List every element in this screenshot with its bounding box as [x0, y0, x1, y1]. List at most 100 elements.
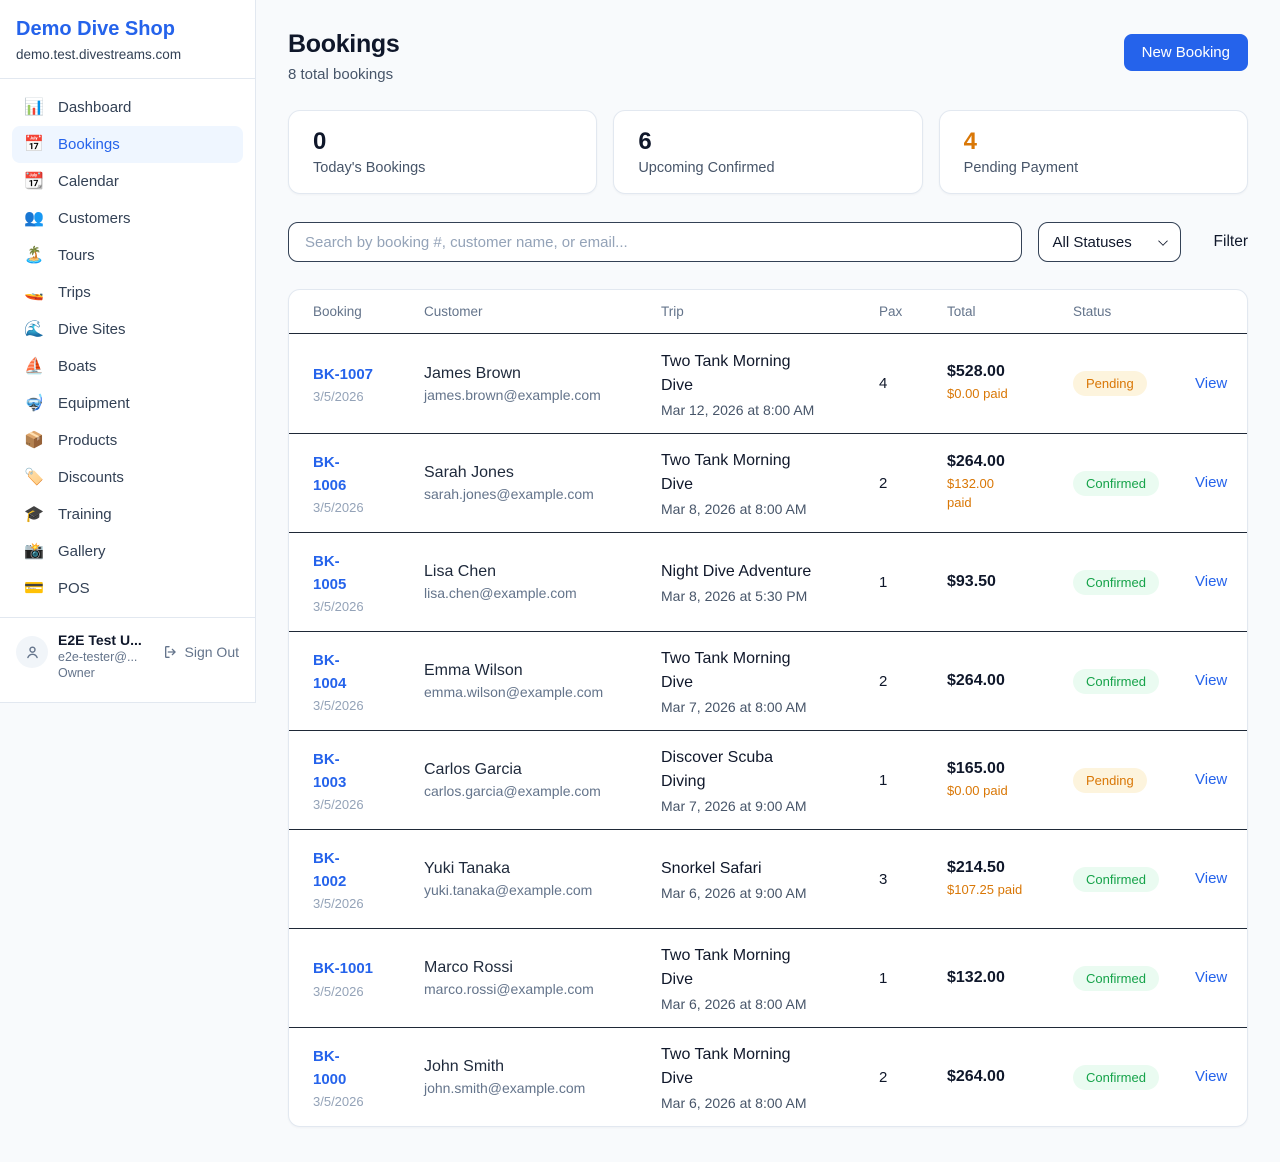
sidebar-item-boats[interactable]: ⛵ Boats: [12, 348, 243, 385]
pax-count: 1: [879, 969, 888, 987]
sidebar-item-pos[interactable]: 💳 POS: [12, 570, 243, 607]
sidebar-item-gallery[interactable]: 📸 Gallery: [12, 533, 243, 570]
customer-email: marco.rossi@example.com: [424, 981, 594, 997]
sidebar-item-label: Calendar: [58, 173, 119, 190]
customer-email: yuki.tanaka@example.com: [424, 882, 593, 898]
sidebar-item-dive-sites[interactable]: 🌊 Dive Sites: [12, 311, 243, 348]
filter-button[interactable]: Filter: [1213, 233, 1248, 250]
booking-date: 3/5/2026: [313, 698, 364, 714]
pax-count: 2: [879, 1068, 888, 1086]
brand-block: Demo Dive Shop demo.test.divestreams.com: [0, 0, 255, 79]
booking-id-link[interactable]: BK- 1005: [313, 552, 347, 593]
page-subtitle: 8 total bookings: [288, 66, 394, 83]
table-row: BK-1001 3/5/2026 Marco Rossi marco.rossi…: [289, 928, 1247, 1027]
customer-name: Emma Wilson: [424, 662, 523, 679]
sign-out-icon: [164, 646, 176, 658]
stat-label: Pending Payment: [963, 160, 1079, 176]
view-link[interactable]: View: [1195, 573, 1228, 590]
total-amount: $264.00: [947, 453, 1005, 471]
trip-datetime: Mar 6, 2026 at 8:00 AM: [661, 996, 807, 1012]
customer-name: John Smith: [424, 1058, 505, 1075]
status-badge: Confirmed: [1073, 965, 1159, 991]
trip-datetime: Mar 8, 2026 at 8:00 AM: [661, 501, 807, 517]
booking-id-link[interactable]: BK- 1004: [313, 651, 347, 692]
sidebar-item-dashboard[interactable]: 📊 Dashboard: [12, 89, 243, 126]
booking-id-link[interactable]: BK-1001: [313, 960, 374, 978]
status-badge: Confirmed: [1073, 866, 1159, 892]
sidebar-nav: 📊 Dashboard 📅 Bookings 📆 Calendar 👥 Cust…: [0, 79, 255, 611]
booking-id-link[interactable]: BK- 1000: [313, 1047, 347, 1088]
trip-datetime: Mar 6, 2026 at 9:00 AM: [661, 885, 807, 901]
user-name: E2E Test U...: [58, 632, 142, 648]
user-box: E2E Test U... e2e-tester@... Owner Sign …: [0, 618, 255, 698]
avatar: [16, 636, 48, 668]
sidebar-item-label: Bookings: [58, 136, 120, 153]
gallery-icon: 📸: [24, 542, 44, 560]
total-amount: $165.00: [947, 759, 1005, 777]
stat-card: 0 Today's Bookings: [288, 110, 598, 194]
page-heading-block: Bookings 8 total bookings: [288, 30, 400, 83]
sidebar-item-label: Training: [58, 506, 112, 523]
sidebar-item-discounts[interactable]: 🏷️ Discounts: [12, 459, 243, 496]
sidebar-item-label: Tours: [58, 247, 95, 264]
table-header: Booking Customer Trip Pax Total Status: [289, 290, 1247, 334]
booking-date: 3/5/2026: [313, 500, 364, 516]
pax-count: 2: [879, 672, 888, 690]
sidebar-item-tours[interactable]: 🏝️ Tours: [12, 237, 243, 274]
view-link[interactable]: View: [1195, 870, 1228, 887]
sidebar-item-label: Products: [58, 432, 118, 449]
sidebar-item-customers[interactable]: 👥 Customers: [12, 200, 243, 237]
sidebar-item-trips[interactable]: 🚤 Trips: [12, 274, 243, 311]
sidebar-item-training[interactable]: 🎓 Training: [12, 496, 243, 533]
pos-icon: 💳: [24, 579, 44, 597]
sidebar-item-label: Discounts: [58, 469, 124, 486]
booking-id-link[interactable]: BK- 1006: [313, 453, 347, 494]
paid-amount: $0.00 paid: [947, 782, 1008, 798]
view-link[interactable]: View: [1195, 474, 1228, 491]
sidebar-item-label: Trips: [58, 284, 91, 301]
total-amount: $93.50: [947, 573, 996, 590]
search-input[interactable]: [288, 222, 1022, 262]
table-body: BK-1007 3/5/2026 James Brown james.brown…: [289, 334, 1247, 1126]
total-amount: $132.00: [947, 969, 1005, 986]
booking-id-link[interactable]: BK- 1003: [313, 750, 347, 791]
total-amount: $214.50: [947, 858, 1005, 876]
customer-name: Marco Rossi: [424, 959, 513, 976]
paid-amount: $0.00 paid: [947, 386, 1008, 402]
view-link[interactable]: View: [1195, 374, 1228, 392]
view-link[interactable]: View: [1195, 771, 1228, 788]
paid-amount: $132.00 paid: [947, 476, 994, 510]
trip-name: Two Tank Morning Dive: [661, 650, 791, 691]
trip-datetime: Mar 12, 2026 at 8:00 AM: [661, 401, 815, 418]
status-select[interactable]: All Statuses: [1037, 222, 1181, 262]
view-link[interactable]: View: [1195, 1068, 1228, 1085]
sidebar-item-label: Equipment: [58, 395, 130, 412]
column-header: Status: [1073, 304, 1112, 319]
customer-name: Lisa Chen: [424, 563, 497, 580]
stat-value: 6: [638, 128, 652, 155]
pax-count: 1: [879, 771, 888, 789]
customer-email: emma.wilson@example.com: [424, 684, 604, 700]
view-link[interactable]: View: [1195, 969, 1228, 986]
stat-label: Today's Bookings: [313, 160, 426, 176]
customer-name: Carlos Garcia: [424, 761, 522, 778]
sidebar-item-calendar[interactable]: 📆 Calendar: [12, 163, 243, 200]
customer-email: lisa.chen@example.com: [424, 585, 577, 601]
view-link[interactable]: View: [1195, 672, 1228, 689]
sidebar-item-equipment[interactable]: 🤿 Equipment: [12, 385, 243, 422]
new-booking-button[interactable]: New Booking: [1123, 34, 1248, 71]
column-header: Trip: [661, 304, 684, 319]
dive-sites-icon: 🌊: [24, 320, 44, 338]
table-row: BK- 1000 3/5/2026 John Smith john.smith@…: [289, 1027, 1247, 1126]
trip-datetime: Mar 8, 2026 at 5:30 PM: [661, 588, 808, 604]
sidebar-item-bookings[interactable]: 📅 Bookings: [12, 126, 243, 163]
status-badge: Confirmed: [1073, 1064, 1159, 1090]
sign-out-button[interactable]: Sign Out: [163, 644, 239, 660]
status-badge: Pending: [1073, 767, 1147, 793]
sidebar-item-label: Customers: [58, 210, 131, 227]
booking-id-link[interactable]: BK- 1002: [313, 849, 347, 890]
sidebar-item-products[interactable]: 📦 Products: [12, 422, 243, 459]
customers-icon: 👥: [24, 209, 44, 227]
customer-email: james.brown@example.com: [424, 386, 601, 403]
booking-id-link[interactable]: BK-1007: [313, 365, 374, 383]
